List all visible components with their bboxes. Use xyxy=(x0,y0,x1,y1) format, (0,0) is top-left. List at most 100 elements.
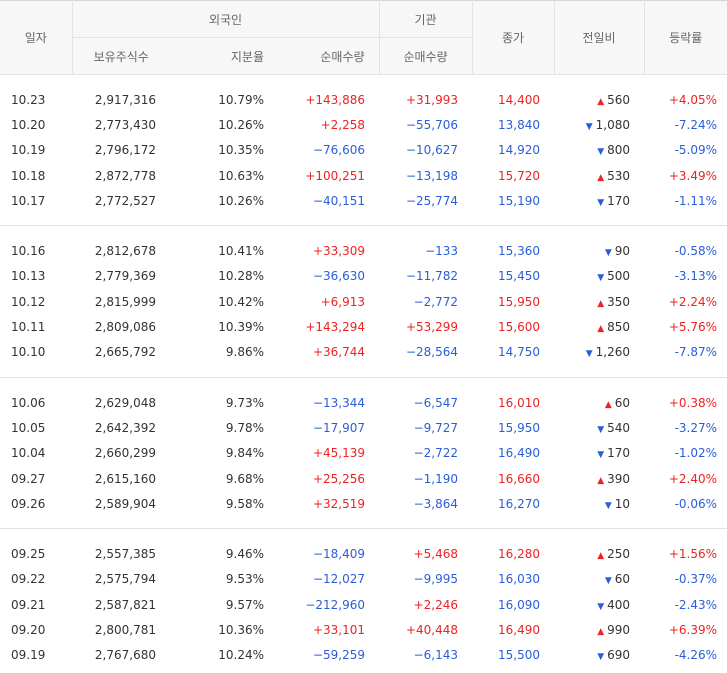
table-row: 09.27 2,615,160 9.68% +25,256 −1,190 16,660 ▲ 3… xyxy=(0,466,727,491)
date-cell: 10.10 xyxy=(11,345,46,360)
net-inst-cell: +2,246 xyxy=(413,597,459,612)
table-row: 10.06 2,629,048 9.73% −13,344 −6,547 16,010 ▲ 6… xyxy=(0,390,727,415)
date-cell: 10.05 xyxy=(11,420,46,435)
net-inst-cell: −133 xyxy=(425,244,459,259)
ratio-cell: 10.39% xyxy=(218,320,264,335)
date-cell: 10.23 xyxy=(11,92,46,107)
holdings-cell: 2,809,086 xyxy=(94,320,156,335)
down-triangle-icon: ▼ xyxy=(597,601,605,612)
down-triangle-icon: ▼ xyxy=(597,652,605,663)
net-inst-cell: −1,190 xyxy=(413,471,459,486)
group-divider xyxy=(0,516,727,530)
col-close-header: 종가 xyxy=(471,0,555,75)
close-cell: 15,360 xyxy=(498,244,541,259)
net-foreign-cell: +36,744 xyxy=(312,345,366,360)
col-rate-header: 등락률 xyxy=(643,0,727,75)
table-row: 10.10 2,665,792 9.86% +36,744 −28,564 14,750 ▼… xyxy=(0,340,727,365)
ratio-cell: 10.36% xyxy=(218,622,264,637)
net-inst-cell: −3,864 xyxy=(413,496,459,511)
down-triangle-icon: ▼ xyxy=(585,349,593,360)
table-row: 09.19 2,767,680 10.24% −59,259 −6,143 15,500 ▼… xyxy=(0,643,727,668)
ratio-cell: 9.53% xyxy=(225,572,264,587)
change-value: 170 xyxy=(607,193,631,208)
rate-cell: +0.38% xyxy=(668,395,718,410)
close-cell: 15,500 xyxy=(498,648,541,663)
group-spacer xyxy=(0,226,727,239)
group-spacer xyxy=(0,529,727,542)
net-foreign-cell: −59,259 xyxy=(312,648,366,663)
close-cell: 15,720 xyxy=(498,168,541,183)
net-inst-cell: −55,706 xyxy=(405,117,459,132)
net-foreign-cell: −18,409 xyxy=(312,547,366,562)
ratio-cell: 9.84% xyxy=(225,446,264,461)
net-inst-cell: +5,468 xyxy=(413,547,459,562)
table-row: 10.18 2,872,778 10.63% +100,251 −13,198 15,72… xyxy=(0,163,727,188)
date-cell: 09.21 xyxy=(11,597,46,612)
change-value: 250 xyxy=(607,547,631,562)
holdings-cell: 2,557,385 xyxy=(94,547,156,562)
ratio-cell: 10.63% xyxy=(218,168,264,183)
date-cell: 10.13 xyxy=(11,269,46,284)
net-foreign-cell: +143,294 xyxy=(305,320,366,335)
net-foreign-cell: +32,519 xyxy=(312,496,366,511)
change-cell: ▼ 1,260 xyxy=(554,340,644,365)
net-inst-cell: −9,995 xyxy=(413,572,459,587)
net-inst-cell: −6,547 xyxy=(413,395,459,410)
table-row: 09.22 2,575,794 9.53% −12,027 −9,995 16,030 ▼ 6… xyxy=(0,567,727,592)
net-inst-cell: +53,299 xyxy=(405,320,459,335)
net-foreign-cell: +143,886 xyxy=(305,92,366,107)
date-cell: 09.22 xyxy=(11,572,46,587)
close-cell: 15,950 xyxy=(498,294,541,309)
table-row: 10.20 2,773,430 10.26% +2,258 −55,706 13,840 ▼… xyxy=(0,112,727,137)
rate-cell: -0.37% xyxy=(674,572,718,587)
close-cell: 16,090 xyxy=(498,597,541,612)
close-cell: 16,270 xyxy=(498,496,541,511)
holdings-cell: 2,587,821 xyxy=(94,597,156,612)
down-triangle-icon: ▼ xyxy=(597,273,605,284)
table-row: 10.13 2,779,369 10.28% −36,630 −11,782 15,450… xyxy=(0,264,727,289)
change-value: 10 xyxy=(614,496,631,511)
change-cell: ▲ 560 xyxy=(554,87,644,112)
up-triangle-icon: ▲ xyxy=(597,324,605,335)
change-value: 400 xyxy=(607,597,631,612)
col-holdings-header: 보유주식수 xyxy=(71,37,170,75)
ratio-cell: 9.58% xyxy=(225,496,264,511)
down-triangle-icon: ▼ xyxy=(585,121,593,132)
ratio-cell: 10.26% xyxy=(218,193,264,208)
change-cell: ▼ 10 xyxy=(554,491,644,516)
col-foreign-header: 외국인 xyxy=(71,0,380,38)
rate-cell: +4.05% xyxy=(668,92,718,107)
change-value: 500 xyxy=(607,269,631,284)
close-cell: 15,600 xyxy=(498,320,541,335)
date-cell: 10.19 xyxy=(11,143,46,158)
change-value: 1,260 xyxy=(595,345,631,360)
holdings-cell: 2,800,781 xyxy=(94,622,156,637)
date-cell: 10.16 xyxy=(11,244,46,259)
net-foreign-cell: −36,630 xyxy=(312,269,366,284)
table-row: 10.16 2,812,678 10.41% +33,309 −133 15,360 ▼ 90… xyxy=(0,238,727,263)
col-net-foreign-header: 순매수량 xyxy=(278,37,380,75)
up-triangle-icon: ▲ xyxy=(604,399,612,410)
close-cell: 14,400 xyxy=(498,92,541,107)
net-foreign-cell: −40,151 xyxy=(312,193,366,208)
ratio-cell: 10.35% xyxy=(218,143,264,158)
net-foreign-cell: +33,309 xyxy=(312,244,366,259)
change-cell: ▼ 800 xyxy=(554,138,644,163)
close-cell: 15,190 xyxy=(498,193,541,208)
change-cell: ▼ 170 xyxy=(554,188,644,213)
close-cell: 16,030 xyxy=(498,572,541,587)
rate-cell: -7.87% xyxy=(674,345,718,360)
table-row: 10.04 2,660,299 9.84% +45,139 −2,722 16,490 ▼ 1… xyxy=(0,441,727,466)
change-cell: ▲ 990 xyxy=(554,617,644,642)
holdings-cell: 2,589,904 xyxy=(94,496,156,511)
table-body: 10.23 2,917,316 10.79% +143,886 +31,993 14,40… xyxy=(0,75,727,668)
down-triangle-icon: ▼ xyxy=(597,147,605,158)
net-foreign-cell: −17,907 xyxy=(312,420,366,435)
close-cell: 13,840 xyxy=(498,117,541,132)
date-cell: 10.17 xyxy=(11,193,46,208)
up-triangle-icon: ▲ xyxy=(597,475,605,486)
net-foreign-cell: +100,251 xyxy=(305,168,366,183)
change-cell: ▼ 540 xyxy=(554,415,644,440)
net-inst-cell: −9,727 xyxy=(413,420,459,435)
rate-cell: +3.49% xyxy=(668,168,718,183)
